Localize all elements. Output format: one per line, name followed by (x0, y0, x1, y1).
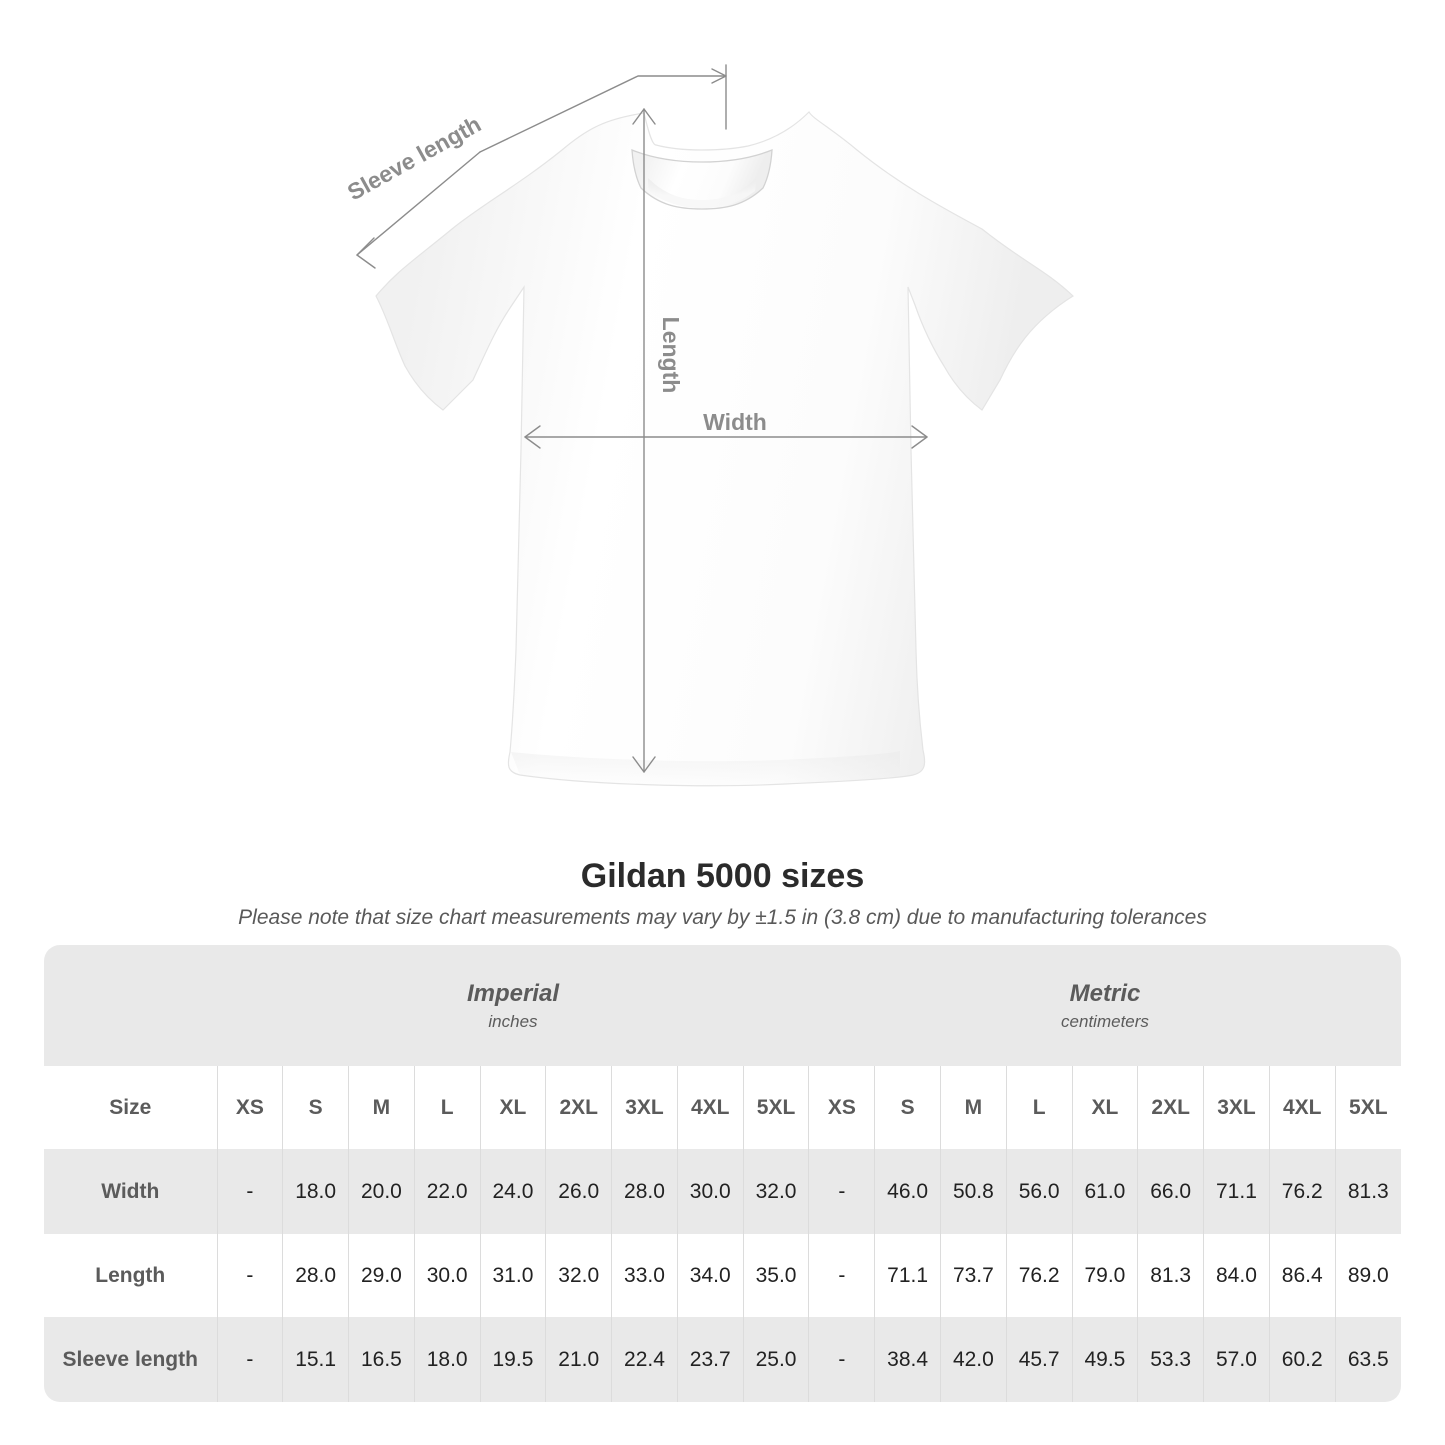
svg-text:Width: Width (703, 409, 767, 435)
svg-text:Sleeve length: Sleeve length (343, 111, 485, 206)
svg-text:Length: Length (658, 317, 684, 394)
